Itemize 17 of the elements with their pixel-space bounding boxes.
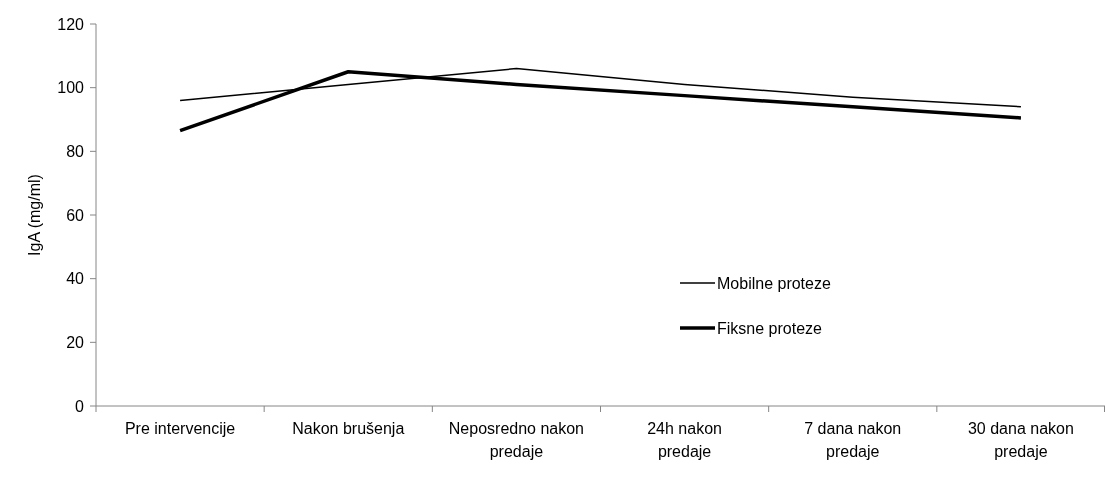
legend-label: Mobilne proteze [717,274,831,292]
legend-label: Fiksne proteze [717,319,823,337]
y-axis-title: IgA (mg/ml) [26,174,43,256]
y-tick-label: 80 [66,142,85,160]
line-series [178,70,1023,133]
y-tick-label: 120 [57,15,85,33]
x-tick-label: 30 dana nakon predaje [967,420,1074,460]
x-tick-label: 7 dana nakon predaje [804,420,902,460]
y-tick-label: 60 [66,206,85,224]
x-tick-label: Pre intervencije [124,420,236,437]
x-tick-label: Neposredno nakon predaje [448,420,585,460]
y-tick-label: 0 [75,397,85,415]
y-tick-label: 40 [66,270,85,288]
x-tick-label: 24h nakon predaje [647,420,722,460]
y-tick-label: 20 [66,333,85,351]
x-tick-label: Nakon brušenja [292,420,405,437]
y-tick-label: 100 [57,79,85,97]
